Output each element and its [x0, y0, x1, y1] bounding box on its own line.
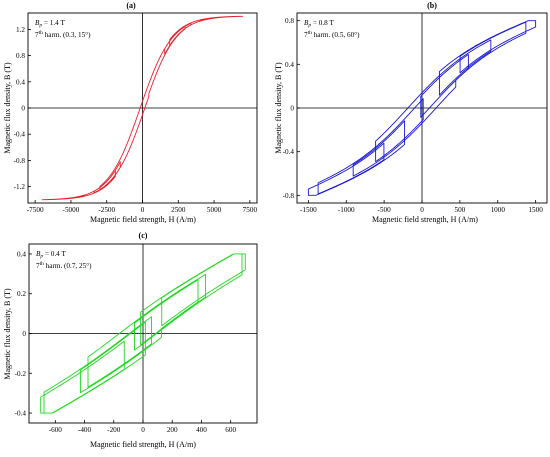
y-tick-label: 0.4: [17, 250, 26, 258]
annotation-harmonic: 7th harm. (0.5, 60°): [304, 30, 360, 39]
y-tick-label: 0.8: [16, 52, 25, 60]
panel-label: (c): [139, 231, 148, 240]
annotation-harmonic: 7th harm. (0.3, 15°): [35, 30, 91, 39]
y-tick-label: -0.4: [14, 131, 26, 139]
x-tick-label: -500: [378, 206, 392, 214]
annotation-peak-flux: Bp = 0.4 T: [36, 250, 66, 260]
x-tick-label: -1500: [300, 206, 317, 214]
panel-label: (b): [427, 1, 437, 10]
annotation-peak-flux: Bp = 1.4 T: [35, 19, 65, 29]
annotation-harmonic: 7th harm. (0.7, 25°): [36, 261, 92, 270]
x-axis-title: Magnetic field strength, H (A/m): [90, 440, 196, 449]
chart-panel-3: -600 -400 -200 0 200 400 600 -0.4 -0.2 0 0.2 0.4 (c)…: [3, 231, 258, 449]
hysteresis-loop-series: [41, 15, 244, 201]
hysteresis-loop-series: [307, 20, 537, 196]
y-tick-label: 0.8: [285, 17, 294, 25]
x-tick-label: -600: [49, 426, 63, 434]
y-tick-label: -0.4: [15, 410, 27, 418]
y-tick-label: 0: [21, 105, 25, 113]
x-tick-label: 200: [167, 426, 178, 434]
y-tick-label: 0.2: [17, 290, 26, 298]
annotation-peak-flux: Bp = 0.8 T: [304, 19, 334, 29]
y-tick-label: -0.8: [14, 157, 26, 165]
x-tick-label: 0: [141, 426, 145, 434]
y-axis-title: Magnetic flux density, B (T): [274, 62, 283, 154]
y-tick-label: -0.2: [15, 370, 27, 378]
x-tick-label: -7500: [27, 206, 44, 214]
x-tick-label: 500: [454, 206, 465, 214]
y-tick-label: -0.4: [283, 148, 295, 156]
x-tick-label: -400: [78, 426, 92, 434]
y-axis-title: Magnetic flux density, B (T): [3, 62, 12, 154]
chart-panel-2: -1500 -1000 -500 0 500 1000 1500 -0.8 -0.4 0 0.4 0.…: [274, 1, 548, 224]
hysteresis-loop-series: [40, 253, 246, 414]
x-tick-label: 1000: [491, 206, 506, 214]
x-tick-label: 5000: [207, 206, 222, 214]
y-tick-label: 1.2: [16, 26, 25, 34]
y-tick-label: 0: [290, 105, 294, 113]
x-tick-label: 400: [196, 426, 207, 434]
y-axis-title: Magnetic flux density, B (T): [3, 288, 12, 380]
x-tick-label: -200: [107, 426, 121, 434]
x-tick-label: -1000: [338, 206, 355, 214]
x-tick-label: 600: [225, 426, 236, 434]
y-tick-label: -0.8: [283, 192, 295, 200]
y-tick-label: -1.2: [14, 183, 26, 191]
chart-panel-1: -7500 -5000 -2500 0 2500 5000 7500 -1.2 -0.8 -0.4…: [3, 1, 258, 224]
x-tick-label: 7500: [243, 206, 258, 214]
x-tick-label: -2500: [98, 206, 115, 214]
x-tick-label: 2500: [171, 206, 186, 214]
y-tick-label: 0.4: [285, 61, 294, 69]
x-tick-label: 1500: [528, 206, 543, 214]
x-tick-label: 0: [141, 206, 145, 214]
y-tick-label: 0.4: [16, 78, 25, 86]
x-tick-label: 0: [420, 206, 424, 214]
x-axis-title: Magnetic field strength, H (A/m): [90, 215, 196, 224]
x-axis-title: Magnetic field strength, H (A/m): [372, 215, 478, 224]
panel-label: (a): [126, 1, 136, 10]
x-tick-label: -5000: [63, 206, 80, 214]
y-tick-label: 0: [22, 330, 26, 338]
